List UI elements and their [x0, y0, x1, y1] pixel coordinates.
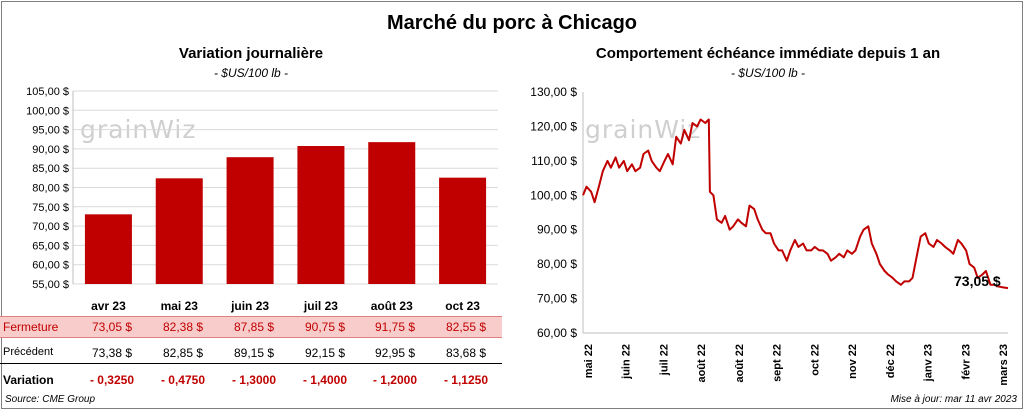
bar — [155, 178, 203, 284]
line-x-tick-label: juin 22 — [621, 344, 633, 380]
main-title: Marché du porc à Chicago — [386, 12, 638, 34]
previous-cell: 82,85 $ — [162, 346, 204, 360]
close-cell: 73,05 $ — [91, 320, 133, 334]
bar-y-tick-label: 75,00 $ — [32, 202, 69, 214]
bar — [84, 214, 132, 284]
previous-cell: 83,68 $ — [445, 346, 487, 360]
line-y-tick-label: 100,00 $ — [530, 188, 577, 202]
variation-label: Variation — [3, 373, 54, 387]
close-label: Fermeture — [3, 320, 59, 334]
line-y-tick-label: 70,00 $ — [537, 292, 577, 306]
bar-y-tick-label: 90,00 $ — [32, 144, 69, 156]
line-x-tick-label: déc 22 — [885, 344, 897, 378]
line-y-tick-label: 130,00 $ — [530, 85, 577, 99]
bar — [439, 177, 487, 284]
line-y-tick-label: 90,00 $ — [537, 223, 577, 237]
bar-y-tick-label: 80,00 $ — [32, 183, 69, 195]
close-cell: 90,75 $ — [304, 320, 346, 334]
line-x-tick-label: mai 22 — [583, 344, 595, 378]
bar-y-tick-label: 70,00 $ — [32, 221, 69, 233]
line-x-tick-label: janv 23 — [923, 344, 935, 382]
line-y-tick-label: 80,00 $ — [537, 257, 577, 271]
line-x-tick-label: mars 23 — [998, 344, 1010, 386]
right-chart-unit: - $US/100 lb - — [730, 66, 806, 80]
bar — [297, 146, 345, 284]
close-cell: 91,75 $ — [374, 320, 416, 334]
variation-cell: - 0,4750 — [160, 373, 206, 387]
line-x-tick-label: août 22 — [696, 344, 708, 383]
previous-cell: 92,15 $ — [304, 346, 346, 360]
bar-y-tick-label: 55,00 $ — [32, 279, 69, 291]
previous-cell: 92,95 $ — [374, 346, 416, 360]
close-cell: 82,38 $ — [162, 320, 204, 334]
variation-row: Variation - 0,3250 - 0,4750 - 1,3000 - 1… — [0, 370, 502, 390]
line-x-tick-label: nov 22 — [847, 344, 859, 379]
bar-chart: 55,00 $ 60,00 $ 65,00 $ 70,00 $ 75,00 $ 80,00… — [26, 86, 498, 313]
previous-cell: 73,38 $ — [91, 346, 133, 360]
bar-x-tick-label: juil 23 — [303, 299, 338, 313]
previous-cell: 89,15 $ — [233, 346, 275, 360]
close-row: Fermeture 73,05 $ 82,38 $ 87,85 $ 90,75 … — [0, 316, 502, 338]
left-chart-unit: - $US/100 lb - — [213, 66, 289, 80]
bar-x-tick-label: avr 23 — [91, 299, 126, 313]
line-y-tick-label: 110,00 $ — [531, 154, 577, 168]
line-x-tick-label: févr 23 — [960, 344, 972, 379]
bar-x-tick-label: oct 23 — [445, 299, 480, 313]
price-line — [582, 118, 1009, 290]
variation-cell: - 1,1250 — [443, 373, 489, 387]
line-x-tick-label: sept 22 — [772, 344, 784, 382]
line-x-tick-label: août 22 — [734, 344, 746, 383]
bar-y-tick-label: 85,00 $ — [32, 163, 69, 175]
close-cell: 82,55 $ — [445, 320, 487, 334]
bar-y-tick-label: 105,00 $ — [26, 86, 69, 98]
bar-y-tick-label: 95,00 $ — [32, 125, 69, 137]
right-chart-title: Comportement échéance immédiate depuis 1… — [595, 45, 941, 62]
variation-cell: - 1,2000 — [372, 373, 418, 387]
previous-label: Précédent — [3, 346, 54, 358]
close-cell: 87,85 $ — [233, 320, 275, 334]
line-x-tick-label: juil 22 — [658, 344, 670, 376]
previous-row: Précédent 73,38 $ 82,85 $ 89,15 $ 92,15 … — [0, 343, 502, 364]
source-note: Source: CME Group — [5, 394, 96, 405]
variation-cell: - 1,4000 — [302, 373, 348, 387]
line-y-tick-label: 60,00 $ — [537, 326, 577, 340]
bar-x-tick-label: mai 23 — [161, 299, 199, 313]
update-note: Mise à jour: mar 11 avr 2023 — [890, 394, 1017, 405]
line-chart: 60,00 $ 70,00 $ 80,00 $ 90,00 $ 100,00 $ 110,… — [530, 85, 1010, 386]
bar-x-tick-label: juin 23 — [230, 299, 269, 313]
variation-cell: - 1,3000 — [231, 373, 277, 387]
last-price-label: 73,05 $ — [954, 273, 1001, 289]
line-x-tick-label: oct 22 — [809, 344, 821, 376]
bar-y-tick-label: 60,00 $ — [32, 260, 69, 272]
line-y-tick-label: 120,00 $ — [530, 119, 577, 133]
bar-y-tick-label: 65,00 $ — [32, 240, 69, 252]
bar — [368, 142, 416, 284]
variation-cell: - 0,3250 — [89, 373, 135, 387]
bar — [226, 157, 274, 284]
left-chart-title: Variation journalière — [178, 45, 324, 62]
bar-y-tick-label: 100,00 $ — [26, 105, 69, 117]
bar-x-tick-label: août 23 — [371, 299, 413, 313]
